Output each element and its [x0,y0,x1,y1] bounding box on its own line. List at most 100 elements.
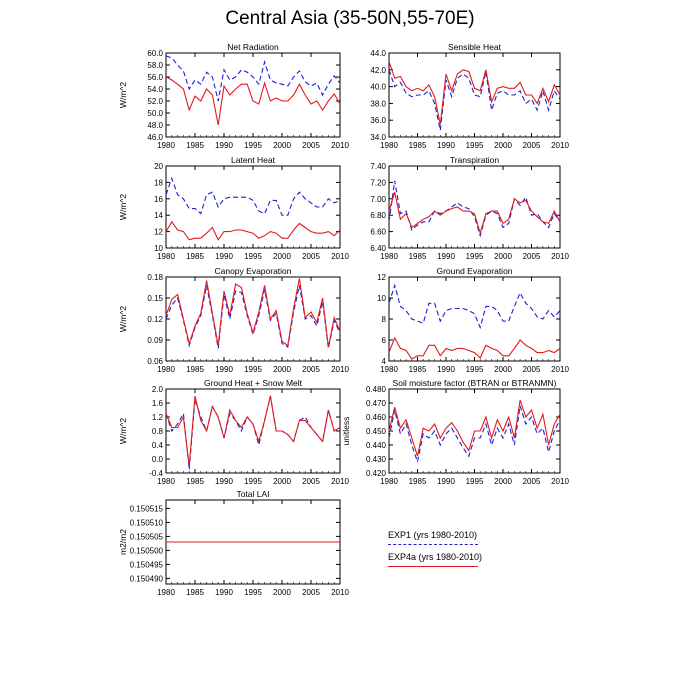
x-tick-label: 1985 [409,365,427,374]
x-tick-label: 1995 [466,477,484,486]
chart-title: Ground Heat + Snow Melt [204,378,303,388]
x-tick-label: 1985 [186,141,204,150]
legend-swatch-exp1 [388,544,478,545]
legend-label-exp1: EXP1 (yrs 1980-2010) [388,530,478,540]
chart-title: Canopy Evaporation [214,266,291,276]
y-tick-label: 6.60 [370,228,386,237]
x-tick-label: 2000 [273,477,291,486]
y-tick-label: 0.150510 [130,518,164,527]
y-tick-label: 14 [154,211,163,220]
series-line-exp4a [165,395,341,467]
series-line-exp1 [165,176,341,216]
y-tick-label: 40.0 [370,83,386,92]
x-tick-label: 2010 [331,365,349,374]
plot-frame [388,276,561,362]
x-tick-label: 1985 [186,252,204,261]
x-tick-label: 1980 [380,477,398,486]
y-tick-label: 7.20 [370,178,386,187]
x-tick-label: 1995 [244,477,262,486]
legend-swatch-exp4a [388,566,478,567]
y-tick-label: 2.0 [152,385,164,394]
y-tick-label: 0.09 [147,336,163,345]
y-tick-label: 7.00 [370,195,386,204]
x-tick-label: 1995 [466,141,484,150]
series-line-exp4a [388,61,561,125]
x-tick-label: 2005 [523,477,541,486]
x-tick-label: 2010 [331,141,349,150]
series-line-exp4a [165,278,341,348]
y-tick-label: 6.80 [370,211,386,220]
x-tick-label: 1990 [215,477,233,486]
x-tick-label: 1985 [186,477,204,486]
plot-frame [388,52,561,138]
y-tick-label: 0.150505 [130,532,164,541]
y-tick-label: 38.0 [370,99,386,108]
y-tick-label: 0.0 [152,455,164,464]
x-tick-label: 2005 [302,477,320,486]
y-tick-label: 10 [154,244,163,253]
series-line-exp1 [388,283,561,330]
x-tick-label: 1980 [157,588,175,597]
chart-title: Sensible Heat [448,42,502,52]
y-tick-label: 58.0 [147,61,163,70]
x-tick-label: 2010 [551,252,569,261]
y-tick-label: 12 [377,273,386,282]
x-tick-label: 1990 [215,588,233,597]
plot-frame [388,165,561,249]
y-tick-label: 1.6 [152,399,164,408]
x-tick-label: 1980 [380,252,398,261]
x-tick-label: 1990 [437,141,455,150]
x-tick-label: 1985 [409,141,427,150]
y-tick-label: 42.0 [370,66,386,75]
x-tick-label: 2005 [523,252,541,261]
x-tick-label: 2010 [551,365,569,374]
chart-panel-6: Ground Evaporation 1980 1985 1990 1995 2000 20… [377,266,569,374]
chart-title: Total LAI [236,489,269,499]
y-tick-label: 6 [382,336,387,345]
chart-panel-2: Sensible Heat 1980 1985 1990 1995 2000 2005 201… [370,42,569,150]
x-tick-label: 1995 [244,588,262,597]
x-tick-label: 1985 [409,477,427,486]
y-tick-label: 0.150515 [130,504,164,513]
x-tick-label: 2010 [551,141,569,150]
series-line-exp4a [388,400,561,457]
x-tick-label: 2005 [302,141,320,150]
legend: EXP1 (yrs 1980-2010) EXP4a (yrs 1980-201… [388,530,498,574]
x-tick-label: 1980 [380,365,398,374]
y-tick-label: 52.0 [147,97,163,106]
x-tick-label: 1985 [409,252,427,261]
x-tick-label: 1980 [157,252,175,261]
x-tick-label: 2005 [523,141,541,150]
x-tick-label: 2000 [273,588,291,597]
x-tick-label: 2010 [331,588,349,597]
y-tick-label: 0.480 [366,385,387,394]
y-tick-label: 44.0 [370,49,386,58]
x-tick-label: 1980 [380,141,398,150]
series-line-exp1 [165,55,341,102]
x-tick-label: 2005 [302,252,320,261]
y-axis-label: m2/m2 [118,529,128,555]
x-tick-label: 1995 [466,252,484,261]
y-tick-label: 20 [154,162,163,171]
y-tick-label: 0.150495 [130,560,164,569]
x-tick-label: 1995 [244,141,262,150]
x-tick-label: 2010 [331,477,349,486]
series-line-exp4a [388,192,561,236]
x-tick-label: 1990 [215,141,233,150]
y-tick-label: 16 [154,195,163,204]
y-axis-label: W/m^2 [118,82,128,108]
series-line-exp1 [388,405,561,464]
legend-label-exp4a: EXP4a (yrs 1980-2010) [388,552,483,562]
y-tick-label: 48.0 [147,121,163,130]
legend-entry-exp4a: EXP4a (yrs 1980-2010) [388,552,498,574]
plot-frame [165,52,341,138]
plot-frame [165,165,341,249]
chart-panel-7: Ground Heat + Snow Melt W/m^2 1980 1985 1990… [118,378,349,486]
y-tick-label: 8 [382,315,387,324]
x-tick-label: 2000 [273,365,291,374]
x-tick-label: 2000 [273,252,291,261]
y-tick-label: 1.2 [152,413,164,422]
series-line-exp1 [388,69,561,131]
x-tick-label: 1980 [157,365,175,374]
